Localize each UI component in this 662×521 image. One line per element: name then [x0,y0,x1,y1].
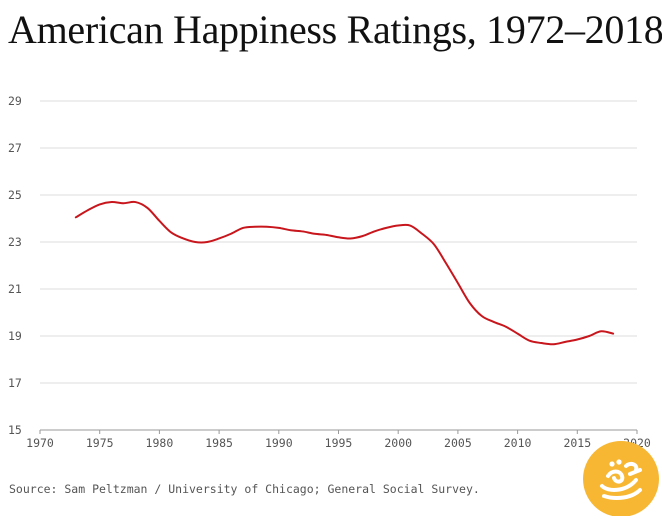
chart-title: American Happiness Ratings, 1972–2018 [8,7,662,52]
x-tick-label: 2000 [384,436,412,450]
x-tick-label: 1990 [265,436,293,450]
gridlines [40,100,637,384]
source-note: Source: Sam Peltzman / University of Chi… [9,482,480,496]
x-tick-label: 1980 [146,436,174,450]
x-axis-tick-labels: 1970 1975 1980 1985 1990 1995 2000 2005 2010 2015… [26,436,651,450]
series-layer [74,200,615,346]
x-tick-label: 1995 [325,436,353,450]
x-tick-label: 2015 [563,436,591,450]
y-tick-label: 23 [8,235,22,249]
y-tick-label: 17 [8,376,22,390]
x-axis [39,429,638,434]
y-axis-tick-labels: 15 17 19 21 23 25 27 29 [8,94,22,437]
y-tick-label: 21 [8,282,22,296]
y-tick-label: 27 [8,141,22,155]
x-tick-label: 2010 [504,436,532,450]
publisher-logo [582,440,660,517]
y-tick-label: 19 [8,329,22,343]
y-tick-label: 29 [8,94,22,108]
logo-glyph-icon [600,461,642,500]
x-tick-label: 2005 [444,436,472,450]
series-line [74,200,615,346]
y-tick-label: 25 [8,188,22,202]
x-tick-label: 1970 [26,436,54,450]
x-tick-label: 1985 [205,436,233,450]
x-tick-label: 1975 [86,436,114,450]
y-tick-label: 15 [8,423,22,437]
